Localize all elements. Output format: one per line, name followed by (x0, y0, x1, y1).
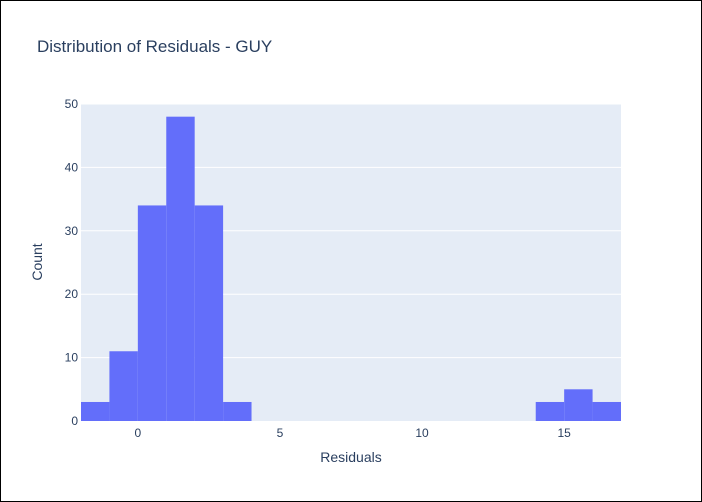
chart-title: Distribution of Residuals - GUY (37, 37, 272, 56)
bars (81, 116, 621, 422)
histogram-bar (81, 401, 110, 421)
y-tick-label: 20 (65, 287, 79, 301)
x-tick-label: 0 (134, 426, 141, 440)
histogram-bar (109, 351, 138, 421)
histogram-bar (194, 205, 224, 421)
x-axis-ticks: 0 5 10 15 (134, 426, 571, 440)
y-tick-label: 30 (65, 224, 79, 238)
histogram-bar (564, 389, 593, 421)
histogram-bar (137, 205, 167, 421)
y-axis-title: Count (29, 243, 45, 280)
histogram-bar (535, 401, 565, 421)
x-tick-label: 10 (415, 426, 429, 440)
x-axis-title: Residuals (320, 449, 381, 465)
histogram-bar (223, 401, 252, 421)
y-tick-label: 40 (65, 160, 79, 174)
y-tick-label: 0 (71, 414, 78, 428)
histogram-bar (166, 116, 195, 422)
y-axis-ticks: 0 10 20 30 40 50 (65, 97, 79, 428)
x-tick-label: 5 (277, 426, 284, 440)
histogram-bar (592, 401, 621, 421)
x-tick-label: 15 (557, 426, 571, 440)
y-tick-label: 10 (65, 351, 79, 365)
y-tick-label: 50 (65, 97, 79, 111)
